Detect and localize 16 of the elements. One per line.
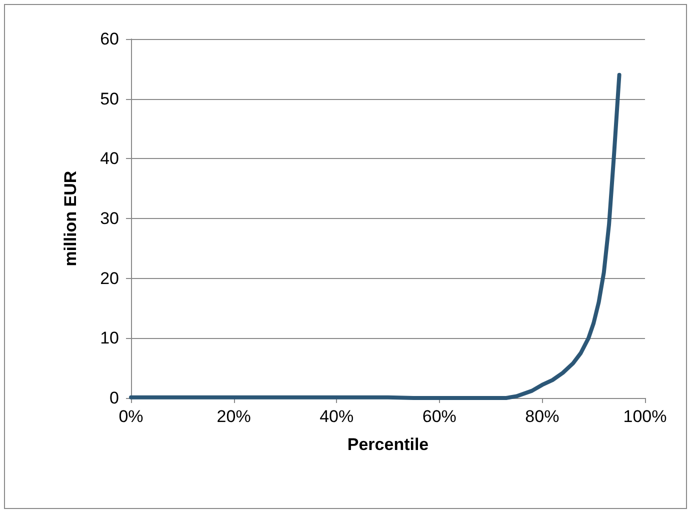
x-tick-label: 80% <box>525 407 560 426</box>
x-tick-label: 60% <box>422 407 456 426</box>
y-axis-title: million EUR <box>61 170 80 266</box>
x-tick-label: 40% <box>320 407 354 426</box>
y-tick-label: 60 <box>100 30 119 48</box>
y-tick-label: 0 <box>110 388 119 408</box>
x-tick-label: 100% <box>623 407 667 426</box>
y-tick-label: 30 <box>100 209 119 228</box>
y-tick-label: 40 <box>100 149 119 168</box>
line-series <box>129 72 622 400</box>
x-tick-label: 20% <box>216 407 251 426</box>
x-axis-title: Percentile <box>347 435 429 454</box>
y-tick-label: 20 <box>100 268 119 288</box>
y-tick-label: 10 <box>100 328 119 348</box>
x-tick-label: 0% <box>118 407 144 426</box>
y-tick-label: 50 <box>100 89 119 108</box>
